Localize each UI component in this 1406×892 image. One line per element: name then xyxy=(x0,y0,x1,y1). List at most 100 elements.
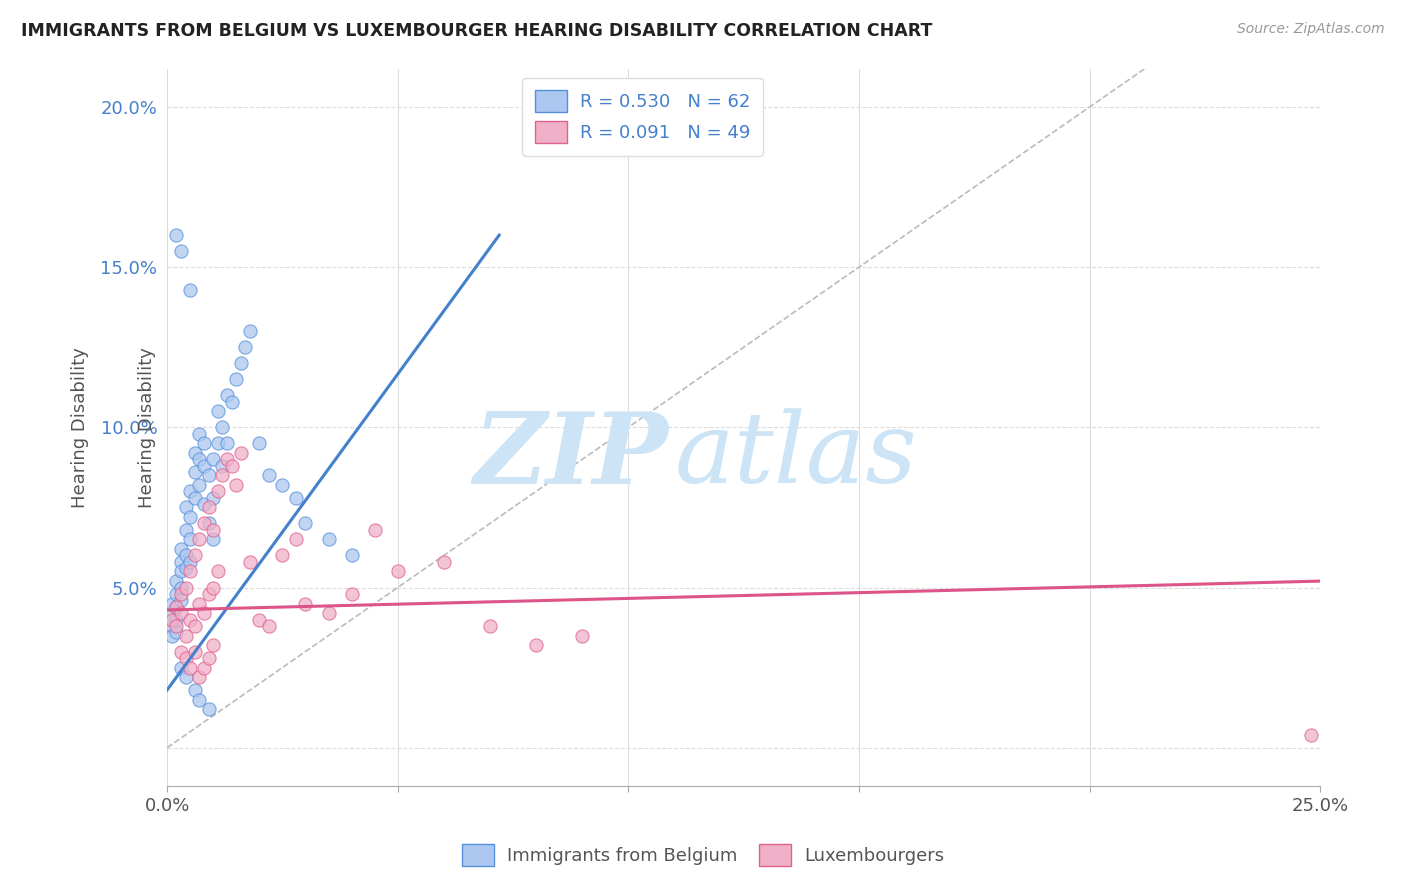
Point xyxy=(170,542,193,557)
Point xyxy=(184,644,207,658)
Point xyxy=(184,465,207,479)
Point xyxy=(207,436,229,450)
Point xyxy=(197,702,219,716)
Y-axis label: Hearing Disability: Hearing Disability xyxy=(72,347,89,508)
Point xyxy=(207,484,229,499)
Point xyxy=(202,523,225,537)
Point xyxy=(165,625,187,640)
Point xyxy=(179,484,201,499)
Point xyxy=(318,606,340,620)
Point xyxy=(197,468,219,483)
Point xyxy=(271,549,294,563)
Point xyxy=(179,613,201,627)
Point xyxy=(294,597,316,611)
Point xyxy=(433,555,456,569)
Point xyxy=(215,452,238,467)
Point xyxy=(184,683,207,698)
Point xyxy=(202,491,225,505)
Point xyxy=(160,606,183,620)
Point xyxy=(1299,728,1322,742)
Point xyxy=(340,549,363,563)
Point xyxy=(247,613,270,627)
Point xyxy=(165,599,187,614)
Point xyxy=(174,651,197,665)
Point xyxy=(193,458,215,473)
Point xyxy=(197,651,219,665)
Point xyxy=(170,581,193,595)
Point xyxy=(179,283,201,297)
Point xyxy=(221,458,243,473)
Point xyxy=(165,574,187,588)
Point xyxy=(174,549,197,563)
Point xyxy=(202,638,225,652)
Point xyxy=(170,644,193,658)
Point xyxy=(229,446,252,460)
Point xyxy=(160,597,183,611)
Point xyxy=(188,670,211,684)
Text: Source: ZipAtlas.com: Source: ZipAtlas.com xyxy=(1237,22,1385,37)
Point xyxy=(294,516,316,531)
Point xyxy=(247,436,270,450)
Point xyxy=(202,533,225,547)
Point xyxy=(211,420,233,434)
Point xyxy=(387,565,409,579)
Point xyxy=(193,660,215,674)
Y-axis label: Hearing Disability: Hearing Disability xyxy=(138,347,156,508)
Point xyxy=(571,629,593,643)
Point xyxy=(165,587,187,601)
Point xyxy=(165,228,187,243)
Point xyxy=(170,555,193,569)
Point xyxy=(211,458,233,473)
Point xyxy=(215,436,238,450)
Point xyxy=(211,468,233,483)
Point xyxy=(225,478,247,492)
Legend: R = 0.530   N = 62, R = 0.091   N = 49: R = 0.530 N = 62, R = 0.091 N = 49 xyxy=(522,78,763,156)
Point xyxy=(271,478,294,492)
Point xyxy=(184,491,207,505)
Point xyxy=(478,619,501,633)
Point xyxy=(179,565,201,579)
Point xyxy=(174,629,197,643)
Point xyxy=(340,587,363,601)
Point xyxy=(188,452,211,467)
Point xyxy=(257,619,280,633)
Point xyxy=(174,523,197,537)
Text: atlas: atlas xyxy=(675,409,917,504)
Point xyxy=(184,446,207,460)
Point xyxy=(174,670,197,684)
Point xyxy=(257,468,280,483)
Point xyxy=(202,581,225,595)
Point xyxy=(184,619,207,633)
Point xyxy=(318,533,340,547)
Point xyxy=(165,599,187,614)
Point xyxy=(229,356,252,370)
Point xyxy=(179,510,201,524)
Text: IMMIGRANTS FROM BELGIUM VS LUXEMBOURGER HEARING DISABILITY CORRELATION CHART: IMMIGRANTS FROM BELGIUM VS LUXEMBOURGER … xyxy=(21,22,932,40)
Point xyxy=(165,613,187,627)
Point xyxy=(188,426,211,441)
Point xyxy=(188,692,211,706)
Point xyxy=(170,660,193,674)
Point xyxy=(239,324,262,338)
Point xyxy=(170,606,193,620)
Point xyxy=(174,500,197,515)
Point xyxy=(193,516,215,531)
Point xyxy=(160,613,183,627)
Point xyxy=(285,491,308,505)
Point xyxy=(197,587,219,601)
Point xyxy=(225,372,247,386)
Point xyxy=(193,497,215,511)
Point xyxy=(235,340,257,354)
Point xyxy=(160,629,183,643)
Point xyxy=(170,587,193,601)
Point xyxy=(188,478,211,492)
Point xyxy=(179,660,201,674)
Point xyxy=(524,638,547,652)
Point xyxy=(221,394,243,409)
Point xyxy=(170,565,193,579)
Point xyxy=(170,244,193,259)
Point xyxy=(197,516,219,531)
Point xyxy=(193,436,215,450)
Point xyxy=(188,597,211,611)
Point xyxy=(165,619,187,633)
